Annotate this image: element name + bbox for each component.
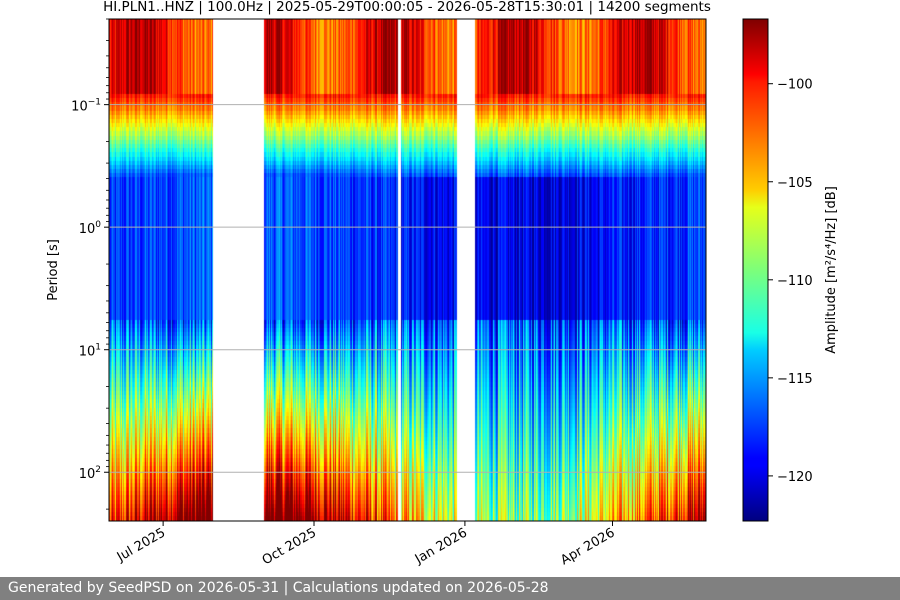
y-axis: 10−1 100 101 102 <box>71 18 109 510</box>
y-tick-label: 100 <box>79 220 102 237</box>
colorbar-tick-label: −100 <box>777 78 813 93</box>
y-axis-label: Period [s] <box>46 239 61 301</box>
chart-title: HI.PLN1..HNZ | 100.0Hz | 2025-05-29T00:0… <box>103 0 711 15</box>
x-axis: Jul 2025 Oct 2025 Jan 2026 Apr 2026 <box>114 521 618 568</box>
y-tick-label: 101 <box>79 343 101 360</box>
y-tick-label: 10−1 <box>71 98 101 115</box>
grid-lines <box>109 104 706 473</box>
plot-frame <box>108 18 707 522</box>
spectrogram-heatmap <box>109 19 706 521</box>
plot-area <box>109 19 706 521</box>
colorbar <box>742 18 769 522</box>
footer-text: Generated by SeedPSD on 2026-05-31 | Cal… <box>8 580 549 596</box>
psd-chart: HI.PLN1..HNZ | 100.0Hz | 2025-05-29T00:0… <box>46 0 839 568</box>
x-tick-label: Jul 2025 <box>114 525 168 565</box>
colorbar-tick-label: −120 <box>777 470 813 485</box>
x-tick-label: Jan 2026 <box>412 525 470 567</box>
colorbar-tick-label: −105 <box>777 176 813 191</box>
y-tick-label: 102 <box>79 465 101 482</box>
colorbar-tick-label: −110 <box>777 274 813 289</box>
colorbar-ticks: −100 −105 −110 −115 −120 <box>768 78 813 485</box>
footer-bar: Generated by SeedPSD on 2026-05-31 | Cal… <box>0 577 900 600</box>
x-tick-label: Oct 2025 <box>260 525 319 568</box>
colorbar-tick-label: −115 <box>777 372 813 387</box>
colorbar-label: Amplitude [m²/s⁴/Hz] [dB] <box>824 186 839 354</box>
x-tick-label: Apr 2026 <box>558 525 617 568</box>
